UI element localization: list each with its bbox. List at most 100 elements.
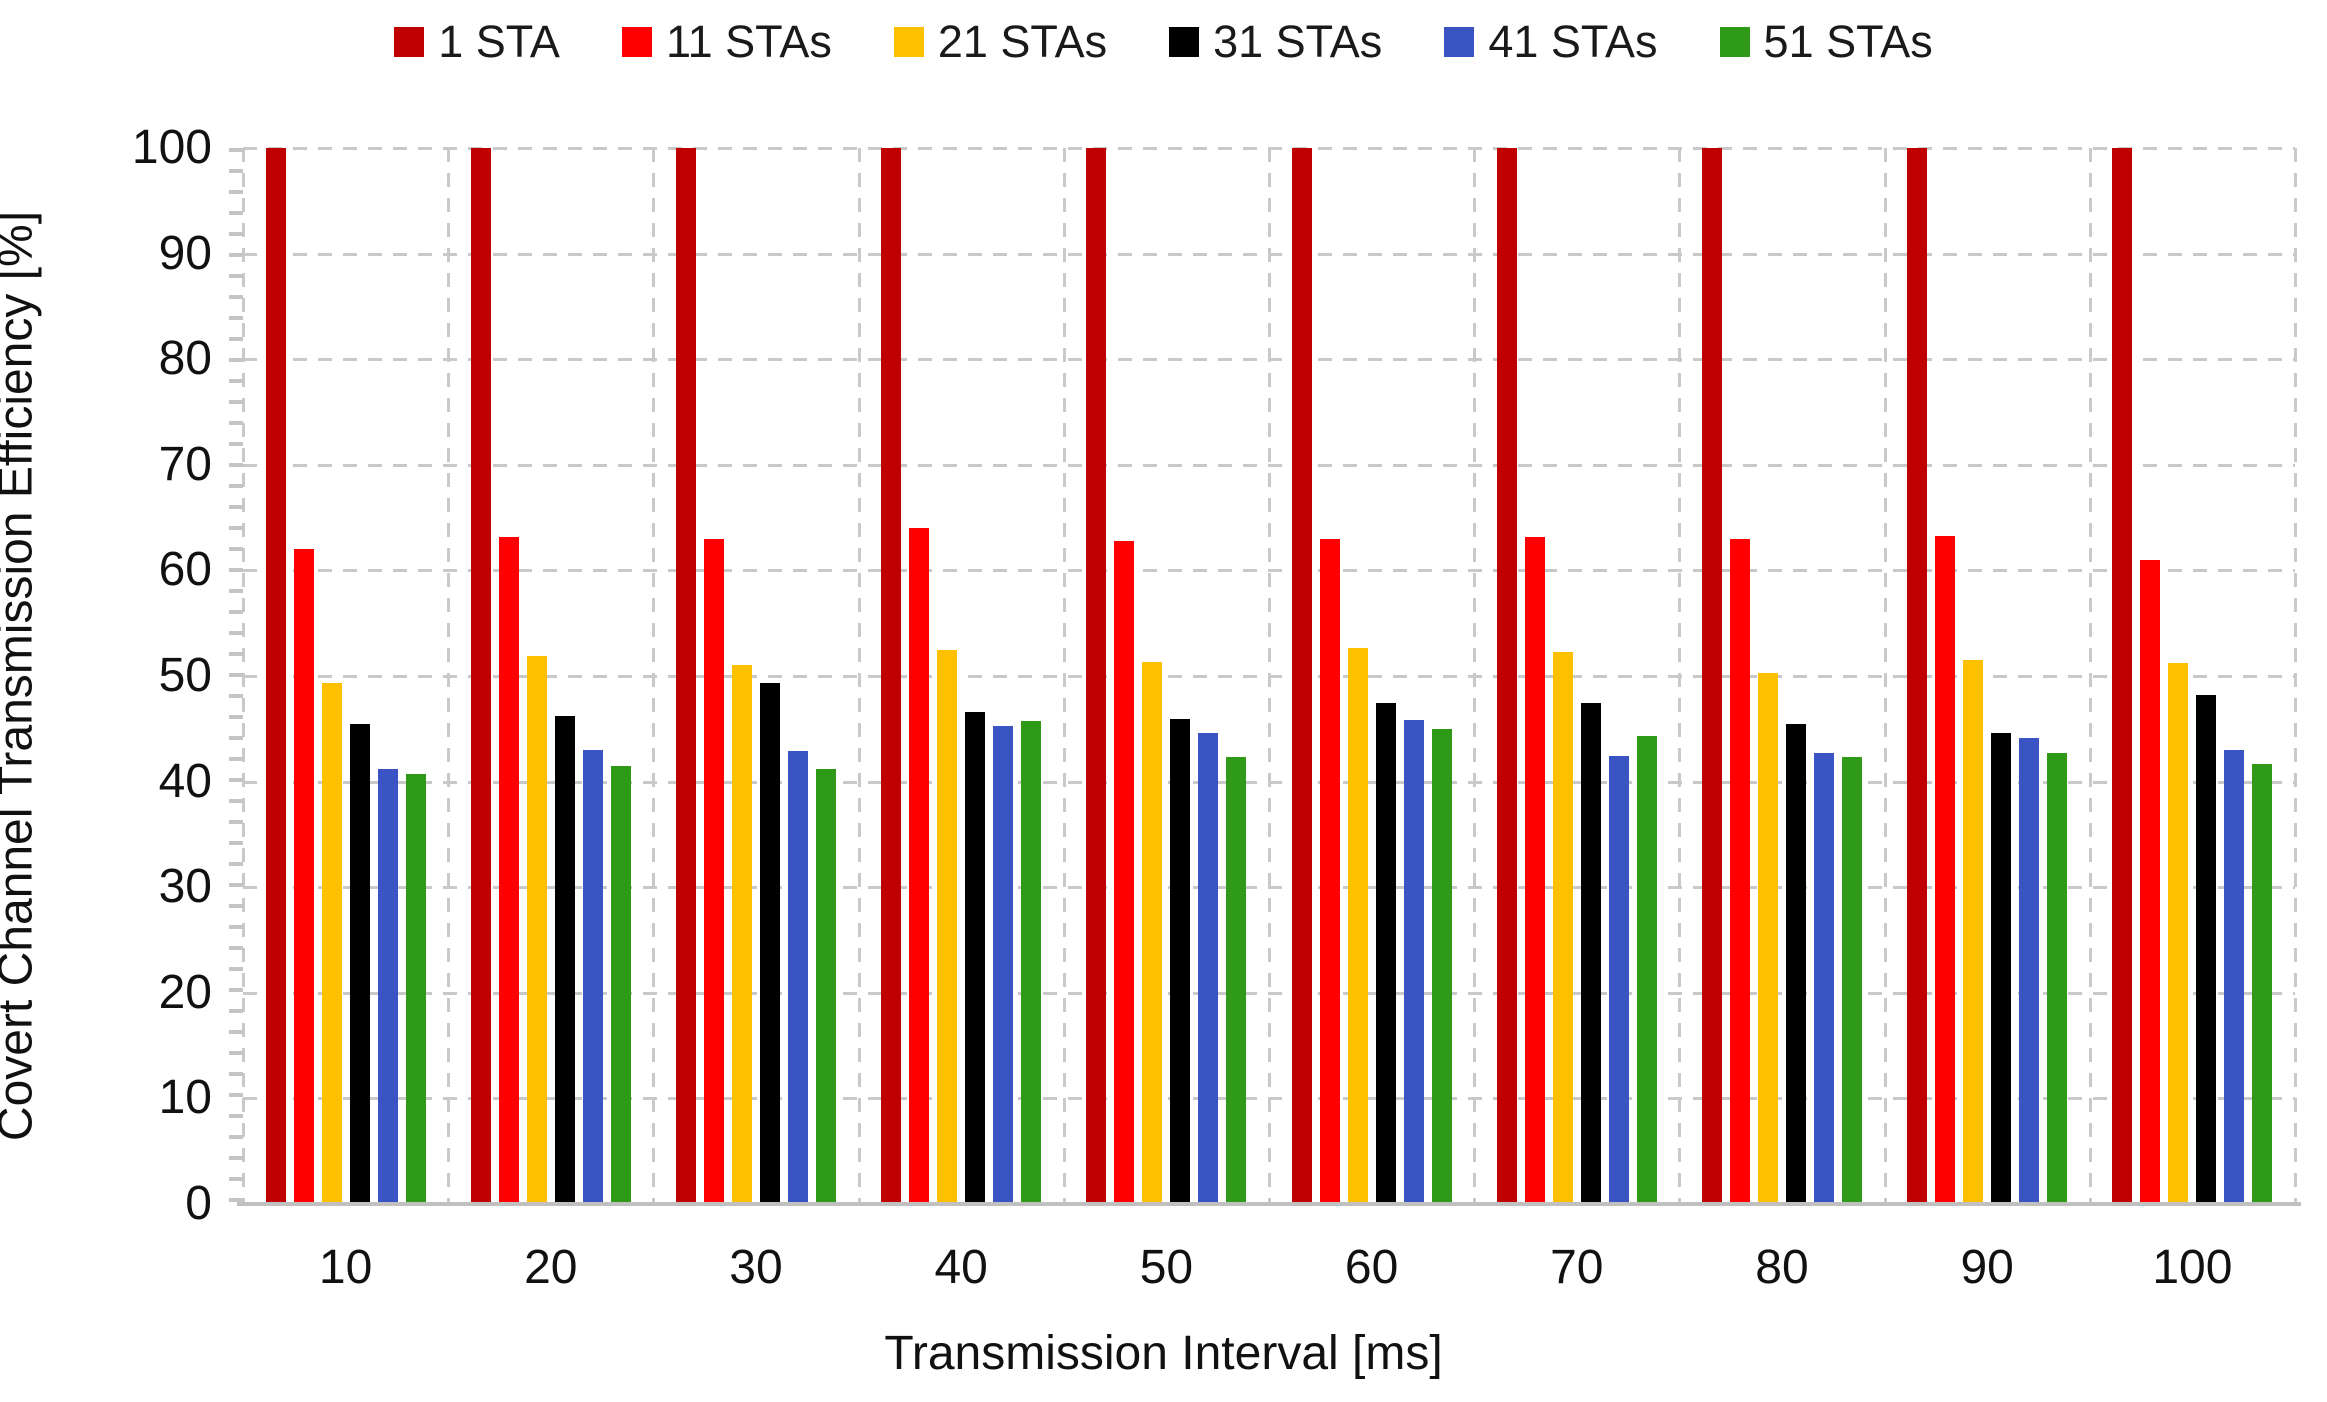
bar	[498, 536, 519, 1204]
bar-group	[1064, 148, 1269, 1204]
gridline-vertical	[652, 148, 656, 1204]
x-tick-label: 80	[1755, 1241, 1809, 1294]
x-tick-label: 60	[1344, 1241, 1399, 1294]
bar	[405, 774, 426, 1204]
bar	[1907, 148, 1928, 1204]
bar	[554, 716, 575, 1204]
bar	[1935, 535, 1956, 1204]
x-tick-label: 40	[934, 1241, 988, 1294]
bar	[1021, 721, 1042, 1204]
legend-label: 51 STAs	[1763, 16, 1933, 67]
bar	[1226, 757, 1247, 1204]
y-tick-label: 80	[158, 332, 212, 386]
y-tick-label: 100	[131, 121, 212, 174]
gridline-vertical	[857, 148, 861, 1204]
bar-group	[653, 148, 858, 1204]
legend-label: 11 STAs	[665, 16, 832, 67]
bar	[881, 148, 902, 1204]
gridline-vertical	[242, 148, 245, 1204]
bar	[1198, 733, 1219, 1204]
bar	[2252, 763, 2273, 1204]
legend-item: 51 STAs	[1719, 16, 1933, 68]
x-axis-line	[237, 1202, 2301, 1206]
y-tick-label: 50	[158, 649, 212, 702]
bar	[676, 148, 696, 1204]
bar	[732, 665, 752, 1204]
bar	[582, 749, 603, 1204]
x-tick-label: 10	[318, 1241, 373, 1294]
bar-group	[2090, 148, 2295, 1204]
legend-item: 21 STAs	[893, 16, 1107, 68]
bar	[760, 683, 780, 1204]
bar	[470, 148, 491, 1204]
legend-item: 1 STA	[394, 16, 560, 68]
gridline-vertical	[1678, 148, 1682, 1204]
bar	[2224, 749, 2245, 1204]
x-tick-label: 90	[1960, 1241, 2014, 1294]
y-tick-label: 90	[158, 226, 212, 280]
y-axis-minor-ticks	[229, 148, 243, 1204]
bar	[2019, 738, 2040, 1204]
chart-legend: 1 STA 11 STAs 21 STAs 31 STAs 41 STAs 51 STAs	[0, 16, 2327, 68]
bar	[377, 768, 398, 1204]
bar	[2196, 695, 2217, 1204]
bar	[1496, 148, 1517, 1204]
bar	[1347, 647, 1368, 1204]
bar-group	[1885, 148, 2090, 1204]
x-tick-label: 50	[1139, 1241, 1194, 1294]
bar	[1608, 756, 1629, 1204]
bar	[1375, 703, 1396, 1204]
bar	[1431, 728, 1452, 1204]
gridline-vertical	[2294, 148, 2297, 1204]
bar	[2112, 148, 2133, 1204]
bar	[1291, 148, 1312, 1204]
bar	[349, 723, 370, 1204]
bar	[1702, 148, 1723, 1204]
bar	[1963, 660, 1984, 1204]
bar	[1842, 757, 1863, 1204]
bar	[704, 538, 724, 1204]
bar	[1552, 651, 1573, 1204]
bar	[2168, 663, 2189, 1204]
x-axis-title: Transmission Interval [ms]	[884, 1327, 1443, 1380]
bar	[1319, 538, 1340, 1204]
bar	[1142, 662, 1163, 1204]
bar-group	[243, 148, 448, 1204]
x-tick-label: 70	[1550, 1241, 1604, 1294]
bar	[2140, 559, 2161, 1204]
y-tick-label: 40	[158, 754, 212, 808]
legend-swatch-icon	[621, 27, 652, 57]
legend-label: 1 STA	[438, 16, 560, 67]
bar	[1758, 672, 1779, 1204]
bar	[1580, 703, 1601, 1204]
bar-group	[1269, 148, 1474, 1204]
gridline-vertical	[2088, 148, 2092, 1204]
bar	[1991, 733, 2012, 1204]
x-tick-label: 20	[524, 1241, 578, 1294]
legend-item: 41 STAs	[1444, 16, 1658, 68]
bar	[2047, 753, 2068, 1204]
gridline-vertical	[1062, 148, 1066, 1204]
plot-area	[229, 147, 2301, 1206]
legend-swatch-icon	[1169, 27, 1200, 57]
gridline-vertical	[1883, 148, 1887, 1204]
legend-swatch-icon	[893, 27, 924, 57]
bar	[937, 649, 958, 1204]
y-tick-label: 60	[158, 543, 212, 597]
legend-label: 31 STAs	[1213, 16, 1383, 67]
bar-group	[448, 148, 653, 1204]
bar	[321, 683, 342, 1204]
legend-item: 31 STAs	[1169, 16, 1382, 68]
bar	[1730, 538, 1751, 1204]
bar	[526, 655, 547, 1204]
bar	[1786, 723, 1807, 1204]
bar-group	[859, 148, 1064, 1204]
y-tick-label: 20	[158, 965, 212, 1019]
bar	[1524, 536, 1545, 1204]
gridline-vertical	[1473, 148, 1477, 1204]
bar	[1170, 719, 1191, 1204]
x-tick-label: 100	[2152, 1241, 2233, 1294]
y-axis-title: Covert Channel Transmission Efficiency […	[0, 210, 43, 1142]
bar	[965, 711, 986, 1204]
